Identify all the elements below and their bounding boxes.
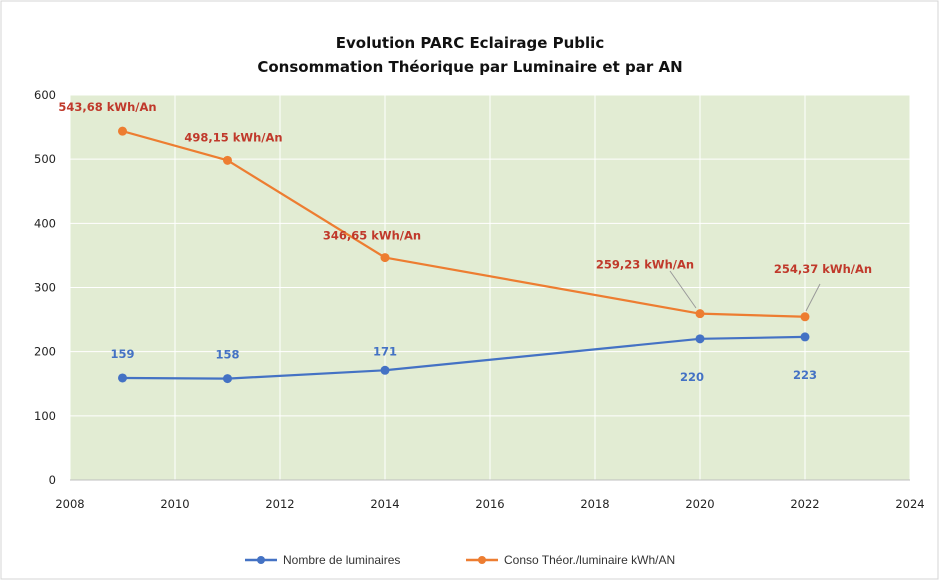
legend-label-conso: Conso Théor./luminaire kWh/AN (504, 553, 675, 567)
y-tick-label: 500 (34, 152, 56, 166)
data-point-luminaires (118, 373, 127, 383)
x-tick-label: 2010 (160, 497, 189, 511)
grid (69, 94, 911, 480)
y-tick-label: 0 (49, 473, 56, 487)
legend: Nombre de luminaires Conso Théor./lumina… (245, 553, 675, 567)
leader-line (805, 283, 821, 312)
series-layer (118, 126, 810, 384)
x-tick-label: 2016 (475, 497, 504, 511)
legend-marker-conso (478, 556, 486, 564)
chart-title: Evolution PARC Eclairage Public (336, 34, 604, 52)
data-point-conso (800, 312, 810, 322)
data-label-conso: 498,15 kWh/An (184, 130, 282, 144)
data-point-conso (695, 309, 705, 319)
y-tick-label: 300 (34, 281, 56, 295)
data-point-luminaires (695, 334, 705, 344)
data-point-luminaires (800, 332, 810, 342)
data-point-conso (223, 155, 232, 165)
data-labels: 159 158 171 220 223 543,68 kWh/An 498,15 kWh/A… (58, 100, 872, 384)
y-tick-label: 200 (34, 345, 56, 359)
data-label-luminaires: 159 (110, 347, 134, 361)
data-label-luminaires: 220 (680, 370, 704, 384)
leader-line (669, 270, 697, 309)
x-tick-label: 2008 (55, 497, 84, 511)
data-point-luminaires (223, 374, 232, 384)
x-tick-label: 2014 (370, 497, 399, 511)
legend-marker-luminaires (257, 556, 265, 564)
data-label-conso: 254,37 kWh/An (774, 262, 872, 276)
y-tick-label: 600 (34, 88, 56, 102)
data-label-luminaires: 171 (373, 344, 397, 358)
data-point-conso (380, 253, 390, 263)
y-tick-label: 100 (34, 409, 56, 423)
x-tick-label: 2018 (580, 497, 609, 511)
x-tick-label: 2012 (265, 497, 294, 511)
data-label-conso: 259,23 kWh/An (596, 258, 694, 272)
chart-subtitle: Consommation Théorique par Luminaire et … (257, 58, 682, 76)
legend-label-luminaires: Nombre de luminaires (283, 553, 400, 567)
data-label-conso: 346,65 kWh/An (323, 229, 421, 243)
x-tick-label: 2022 (790, 497, 819, 511)
data-point-conso (118, 126, 127, 136)
data-label-luminaires: 158 (215, 348, 239, 362)
x-tick-label: 2020 (685, 497, 714, 511)
x-tick-label: 2024 (895, 497, 924, 511)
data-point-luminaires (380, 365, 390, 375)
axes: 2008 2010 2012 2014 2016 2018 2020 2022 2024 0 100… (34, 88, 925, 511)
y-tick-label: 400 (34, 216, 56, 230)
data-label-luminaires: 223 (793, 368, 817, 382)
data-label-conso: 543,68 kWh/An (58, 100, 156, 114)
